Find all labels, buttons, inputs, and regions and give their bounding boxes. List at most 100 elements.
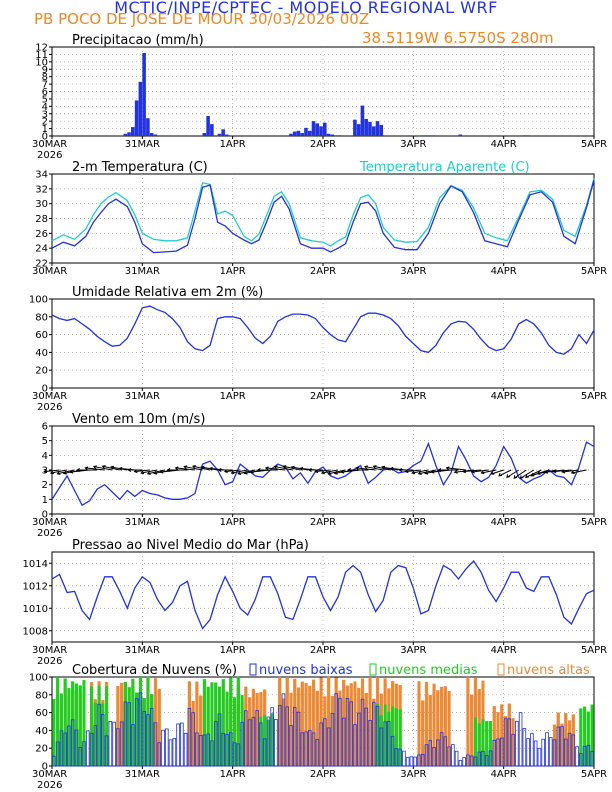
- x-tick-label: 3APR: [400, 517, 426, 528]
- cloud-mid-bar: [93, 702, 97, 767]
- wind-arrow-head: [264, 466, 269, 471]
- cloud-low-bar: [548, 737, 553, 767]
- y-tick-label: 4: [42, 102, 48, 113]
- cloud-mid-bar: [221, 679, 225, 767]
- cloud-low-bar: [146, 714, 150, 767]
- x-tick-label: 5APR: [581, 517, 607, 528]
- cloud-high-bar: [330, 696, 334, 767]
- cloud-low-bar: [149, 708, 154, 767]
- x-tick-label: 5APR: [581, 139, 607, 150]
- wind-arrow-head: [133, 469, 138, 474]
- precip-bar: [225, 134, 229, 136]
- x-tick-label: 2APR: [310, 517, 336, 528]
- wind-arrow: [102, 465, 120, 471]
- legend-apparent-temperature: Temperatura Aparente (C): [359, 160, 530, 175]
- wind-arrow-head: [389, 466, 394, 471]
- precip-bar: [326, 133, 331, 136]
- cloud-mid-bar: [217, 686, 222, 767]
- wind-arrow: [506, 469, 519, 478]
- cloud-low-bar: [119, 721, 124, 767]
- cloud-low-bar: [447, 746, 451, 767]
- wind-arrow-head: [561, 469, 566, 474]
- wind-arrow: [175, 467, 196, 471]
- wind-arrow-head: [200, 465, 205, 470]
- y-tick-label: 26: [35, 229, 48, 240]
- wind-arrow: [525, 469, 542, 478]
- x-tick-label: 1APR: [220, 139, 246, 150]
- cloud-low-bar: [515, 720, 519, 767]
- wind-arrow-head: [430, 469, 435, 474]
- cloud-low-bar: [586, 744, 591, 767]
- wind-arrow: [491, 469, 504, 475]
- cloud-mid-bar: [586, 711, 590, 767]
- cloud-mid-bar: [82, 679, 86, 767]
- cloud-high-bar: [353, 681, 357, 767]
- x-tick-label: 4APR: [491, 769, 517, 780]
- cloud-low-bar: [70, 719, 75, 767]
- wind-arrow-head: [43, 469, 48, 474]
- cloud-low-bar: [180, 722, 184, 767]
- wind-arrow-head: [570, 470, 575, 475]
- wind-arrow-head: [320, 470, 325, 475]
- precip-bar: [289, 133, 293, 136]
- precip-bar: [123, 133, 128, 136]
- wind-arrow: [446, 467, 467, 471]
- wind-arrow-head: [480, 470, 485, 475]
- wind-arrow-head: [308, 468, 312, 472]
- x-tick-label: 4APR: [491, 645, 517, 656]
- cloud-high-bar: [327, 676, 331, 767]
- cloud-high-bar: [116, 686, 120, 767]
- wind-arrow: [184, 466, 203, 471]
- y-tick-label: 5: [42, 94, 48, 105]
- cloud-high-bar: [436, 690, 440, 767]
- cloud-high-bar: [364, 693, 368, 767]
- cloud-low-bar: [443, 736, 448, 767]
- cloud-low-bar: [127, 702, 131, 767]
- y-tick-label: 0: [42, 384, 48, 395]
- cloud-mid-bar: [138, 677, 143, 767]
- wind-arrow-head: [146, 471, 151, 475]
- cloud-low-bar: [413, 756, 417, 767]
- cloud-low-bar: [101, 713, 105, 767]
- y-tick-label: 1: [42, 124, 48, 135]
- cloud-high-bar: [248, 697, 252, 767]
- cloud-mid-bar: [266, 719, 271, 767]
- panel-5: 1008 1010 1012 1014 30MAR 31MAR 1APR 2APR 3APR 4A…: [23, 538, 608, 667]
- cloud-low-bar: [292, 706, 297, 767]
- wind-arrow: [315, 469, 331, 473]
- x-tick-label: 30MAR: [32, 391, 67, 402]
- wind-arrow: [562, 469, 580, 473]
- precip-bar: [428, 135, 432, 136]
- cloud-mid-bar: [232, 697, 237, 767]
- cloud-low-bar: [104, 735, 109, 767]
- precip-bar: [364, 118, 368, 136]
- wind-arrow-head: [56, 471, 61, 475]
- cloud-low-bar: [67, 725, 71, 767]
- apparent-temperature-line: [51, 178, 595, 247]
- cloud-low-bar: [85, 730, 90, 767]
- cloud-low-bar: [417, 754, 421, 767]
- cloud-mid-bar: [63, 678, 67, 767]
- cloud-low-bar: [530, 733, 534, 767]
- cloud-low-bar: [210, 740, 214, 767]
- cloud-mid-bar: [78, 685, 82, 767]
- wind-arrow-head: [208, 466, 213, 471]
- cloud-low-bar: [165, 728, 169, 767]
- cloud-low-bar: [545, 732, 549, 767]
- precip-bar: [221, 129, 225, 136]
- chart-header-title: MCTIC/INPE/CPTEC - MODELO REGIONAL WRF: [114, 0, 498, 17]
- cloud-mid-bar: [488, 721, 493, 767]
- cloud-low-bar: [567, 732, 572, 767]
- cloud-low-bar: [251, 716, 256, 767]
- cloud-mid-bar: [398, 709, 402, 767]
- cloud-high-bar: [428, 695, 432, 767]
- cloud-high-bar: [153, 678, 158, 767]
- y-tick-label: 1: [42, 495, 48, 506]
- cloud-mid-bar: [131, 678, 135, 767]
- y-tick-label: 100: [29, 295, 48, 306]
- cloud-low-bar: [563, 738, 568, 767]
- x-tick-label: 3APR: [400, 139, 426, 150]
- wind-arrow-head: [340, 469, 345, 474]
- cloud-mid-bar: [236, 676, 240, 767]
